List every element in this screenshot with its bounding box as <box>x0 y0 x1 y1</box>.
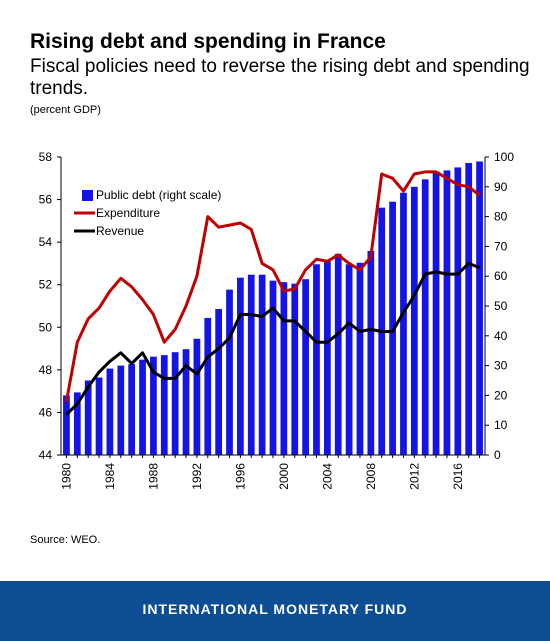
left-tick-label: 54 <box>39 235 53 249</box>
legend-debt-swatch <box>82 190 93 201</box>
debt-bar-2005 <box>334 253 342 455</box>
debt-bar-2010 <box>389 201 396 455</box>
left-tick-label: 44 <box>39 448 53 462</box>
debt-bar-1993 <box>204 317 212 455</box>
footer-banner: INTERNATIONAL MONETARY FUND <box>0 581 550 641</box>
debt-bar-2013 <box>421 179 429 455</box>
legend-expenditure-label: Expenditure <box>96 206 160 220</box>
left-tick-label: 50 <box>39 320 53 334</box>
right-tick-label: 0 <box>494 448 501 462</box>
right-tick-label: 20 <box>494 388 508 402</box>
debt-bar-2018 <box>476 161 483 455</box>
debt-bar-2012 <box>410 186 418 456</box>
debt-bar-1985 <box>117 365 125 455</box>
revenue-line <box>65 261 481 416</box>
x-tick-label: 1992 <box>190 463 204 490</box>
right-tick-label: 100 <box>494 150 514 164</box>
debt-bar-1983 <box>95 377 103 455</box>
chart-title: Rising debt and spending in France <box>30 30 386 53</box>
left-tick-label: 46 <box>39 405 53 419</box>
footer-org-name: INTERNATIONAL MONETARY FUND <box>142 601 408 617</box>
debt-bar-2001 <box>291 283 299 455</box>
debt-bar-1991 <box>182 349 190 455</box>
left-tick-label: 48 <box>39 363 53 377</box>
debt-bar-2015 <box>443 170 451 455</box>
right-tick-label: 70 <box>494 239 508 253</box>
chart-lines <box>64 170 481 416</box>
debt-bar-1995 <box>226 289 233 455</box>
debt-bar-1997 <box>247 274 255 455</box>
debt-bar-2007 <box>356 262 364 455</box>
debt-bar-1980 <box>63 395 70 455</box>
x-tick-label: 1988 <box>146 463 160 490</box>
left-tick-label: 56 <box>39 193 53 207</box>
debt-bar-1984 <box>106 368 114 455</box>
legend-revenue-label: Revenue <box>96 224 144 238</box>
right-tick-label: 30 <box>494 359 508 373</box>
chart-subtitle: Fiscal policies need to reverse the risi… <box>30 56 530 99</box>
debt-bar-2008 <box>367 250 375 455</box>
chart: 44 46 48 50 52 54 56 58 0 10 20 30 40 50 60 70 80 90 100 19… <box>39 150 515 490</box>
debt-bar-2002 <box>302 279 309 455</box>
x-tick-label: 1996 <box>233 463 247 490</box>
debt-bar-1992 <box>193 338 201 455</box>
unit-label: (percent GDP) <box>30 104 101 116</box>
debt-bar-2003 <box>313 264 320 455</box>
debt-bar-1999 <box>269 280 277 455</box>
debt-bar-2014 <box>432 171 440 455</box>
debt-bar-2000 <box>280 282 288 455</box>
x-tick-label: 2012 <box>407 463 421 490</box>
debt-bar-1986 <box>128 364 136 455</box>
source-note: Source: WEO. <box>30 534 101 546</box>
legend-debt-label: Public debt (right scale) <box>96 188 221 202</box>
x-tick-label: 1984 <box>103 463 117 490</box>
debt-bar-2011 <box>400 192 407 455</box>
debt-bar-2006 <box>345 264 353 455</box>
chart-legend: Public debt (right scale) Expenditure Reve… <box>74 188 221 238</box>
right-tick-label: 90 <box>494 180 508 194</box>
right-tick-label: 40 <box>494 329 508 343</box>
right-tick-label: 80 <box>494 210 508 224</box>
debt-bar-1998 <box>258 274 266 455</box>
debt-bar-2016 <box>454 167 462 455</box>
right-tick-label: 50 <box>494 299 508 313</box>
right-tick-label: 60 <box>494 269 508 283</box>
chart-axes: 44 46 48 50 52 54 56 58 0 10 20 30 40 50 60 70 80 90 100 19… <box>39 150 515 490</box>
left-tick-label: 58 <box>39 150 53 164</box>
debt-bar-1994 <box>215 308 223 455</box>
debt-bar-1987 <box>139 359 146 455</box>
debt-bar-1990 <box>171 352 179 455</box>
debt-bar-2017 <box>465 162 473 455</box>
debt-bar-1982 <box>84 380 92 455</box>
right-tick-label: 10 <box>494 418 508 432</box>
debt-bar-1989 <box>160 355 168 455</box>
x-tick-label: 2016 <box>451 463 465 490</box>
expenditure-line <box>64 170 481 403</box>
x-tick-label: 2004 <box>320 463 334 490</box>
debt-bar-1981 <box>73 392 81 455</box>
debt-bar-2004 <box>323 259 331 455</box>
debt-bar-1996 <box>237 277 244 455</box>
x-tick-label: 1980 <box>59 463 73 490</box>
x-tick-label: 2008 <box>364 463 378 490</box>
left-tick-label: 52 <box>39 278 53 292</box>
debt-bar-1988 <box>150 356 157 455</box>
x-tick-label: 2000 <box>277 463 291 490</box>
